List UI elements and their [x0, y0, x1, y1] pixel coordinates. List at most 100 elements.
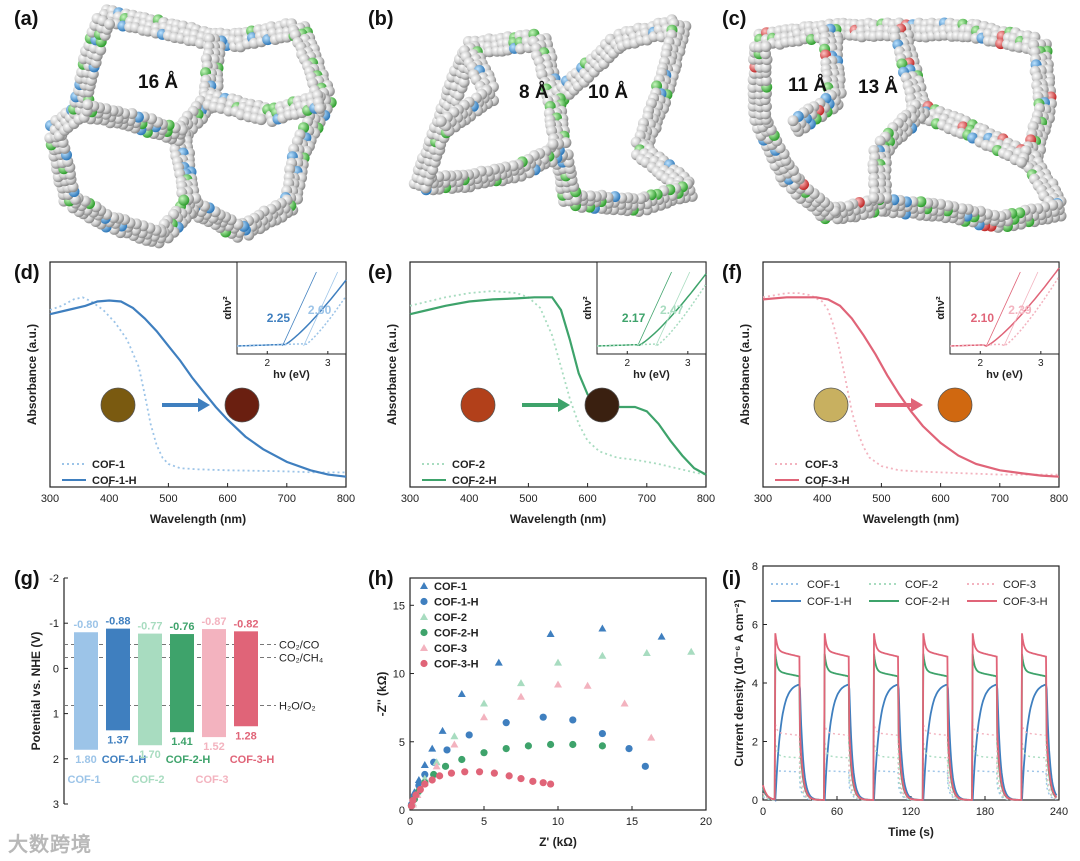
reference-label: CO₂/CO — [279, 639, 320, 651]
plot-frame — [49, 261, 347, 488]
atom-sphere — [203, 33, 215, 45]
data-point-cof-1 — [457, 690, 466, 697]
inset-frame — [596, 261, 707, 355]
series-line-cof-2-h — [762, 653, 1058, 801]
y-axis-label: Absorbance (a.u.) — [385, 324, 399, 425]
cb-value-label: -0.87 — [201, 616, 226, 628]
panel-label-a: (a) — [14, 8, 39, 30]
tauc-curve — [596, 273, 707, 347]
y-tick-label: 0 — [53, 663, 59, 675]
powder-photo-pristine — [100, 387, 136, 423]
atom-sphere — [82, 99, 94, 111]
tauc-inset: 2 3 hν (eV) αhν² 2.25 2.60 — [222, 261, 347, 381]
x-axis-label: Wavelength (nm) — [863, 512, 959, 526]
inset-x-tick-label: 3 — [685, 358, 691, 369]
data-point-cof-3-h — [416, 785, 424, 794]
y-tick-label: 8 — [752, 561, 758, 573]
y-tick-label: 2 — [752, 737, 758, 749]
cb-value-label: -0.88 — [105, 616, 130, 628]
y-tick-label: 0 — [752, 795, 758, 807]
data-point-cof-1 — [420, 760, 429, 768]
data-point-cof-3 — [480, 713, 488, 721]
inset-x-tick-label: 3 — [1038, 358, 1044, 369]
data-point-cof-1-h — [598, 729, 607, 738]
legend-label: COF-2-H — [905, 596, 950, 608]
cof2-structure-image — [408, 14, 698, 217]
inset-y-axis-label: αhν² — [222, 296, 234, 320]
data-point-cof-3-h — [436, 772, 444, 780]
y-axis-label: -Z'' (kΩ) — [375, 672, 389, 717]
data-point-cof-3-h — [539, 779, 547, 787]
x-tick-label: 400 — [460, 493, 478, 505]
bandgap-annotation: 2.10 — [971, 311, 995, 325]
inset-y-axis-label: αhν² — [582, 296, 594, 320]
y-tick-label: -1 — [49, 618, 59, 630]
y-tick-label: 2 — [53, 754, 59, 766]
bar-name-label: COF-3-H — [230, 754, 275, 766]
series-line-cof-2-h — [409, 296, 707, 476]
panel-label-d: (d) — [14, 262, 40, 284]
x-tick-label: 600 — [931, 493, 949, 505]
atom-sphere — [915, 196, 927, 208]
data-point-cof-1-h — [539, 713, 547, 721]
y-tick-label: 5 — [399, 737, 405, 749]
data-point-cof-1-h — [625, 744, 633, 753]
data-point-cof-3 — [647, 733, 656, 741]
x-tick-label: 15 — [626, 816, 638, 828]
arrow-head-icon — [198, 398, 210, 412]
powder-photo-pristine — [813, 387, 849, 423]
data-point-cof-1 — [657, 632, 666, 640]
data-point-cof-2 — [687, 647, 696, 655]
series-line-cof-3 — [762, 292, 1059, 476]
x-axis-label: Time (s) — [888, 825, 934, 839]
data-point-cof-1 — [438, 726, 447, 734]
plot-frame — [409, 261, 707, 488]
atom-sphere — [760, 41, 772, 53]
tauc-fit-line — [637, 271, 672, 347]
data-point-cof-2 — [450, 732, 459, 740]
data-point-cof-1 — [494, 658, 503, 666]
x-tick-label: 700 — [638, 493, 656, 505]
tauc-inset: 2 3 hν (eV) αhν² 2.17 2.47 — [582, 261, 707, 381]
panel-label-c: (c) — [722, 8, 747, 30]
data-point-cof-2-h — [441, 762, 450, 770]
x-axis-label: Wavelength (nm) — [510, 512, 606, 526]
y-tick-label: 15 — [393, 600, 405, 612]
x-tick-label: 5 — [481, 816, 487, 828]
data-point-cof-3-h — [412, 791, 420, 799]
legend-label: COF-2-H — [434, 628, 479, 640]
panel-label-e: (e) — [368, 262, 393, 284]
x-tick-label: 400 — [100, 493, 118, 505]
x-tick-label: 700 — [991, 493, 1009, 505]
legend-label: COF-3-H — [1003, 596, 1048, 608]
y-axis-label: Current density (10⁻⁶ A cm⁻²) — [732, 599, 746, 766]
x-axis-label: Wavelength (nm) — [150, 512, 246, 526]
photocurrent-chart: 0 60 120 180 240 0 2 4 6 8 Time (s) Current density… — [732, 561, 1068, 839]
x-tick-label: 240 — [1050, 806, 1068, 818]
absorbance-chart-f: 300 400 500 600 700 800 Wavelength (nm) Absorba… — [738, 261, 1068, 526]
inset-y-axis-label: αhν² — [935, 296, 947, 320]
x-tick-label: 500 — [159, 493, 177, 505]
legend-marker — [420, 613, 428, 620]
data-point-cof-1-h — [465, 731, 473, 739]
tauc-fit-line — [282, 271, 317, 347]
x-tick-label: 800 — [1050, 493, 1068, 505]
legend-label: COF-1 — [434, 581, 467, 593]
data-point-cof-1-h — [443, 746, 451, 754]
legend-label: COF-3 — [434, 643, 467, 655]
atom-sphere — [284, 163, 296, 175]
atom-sphere — [547, 138, 559, 150]
powder-photo-pristine — [460, 387, 496, 423]
arrow-head-icon — [911, 398, 923, 412]
data-point-cof-3-h — [447, 769, 456, 777]
x-tick-label: 180 — [976, 806, 994, 818]
x-tick-label: 600 — [578, 493, 596, 505]
atom-sphere — [896, 58, 908, 70]
tauc-curve — [236, 279, 347, 347]
legend-label: COF-3-H — [805, 475, 850, 487]
bandgap-annotation: 2.17 — [622, 311, 646, 325]
cb-value-label: -0.82 — [233, 618, 258, 630]
data-point-cof-3 — [432, 762, 441, 770]
band-bar — [234, 631, 258, 727]
inset-x-tick-label: 2 — [264, 358, 270, 369]
